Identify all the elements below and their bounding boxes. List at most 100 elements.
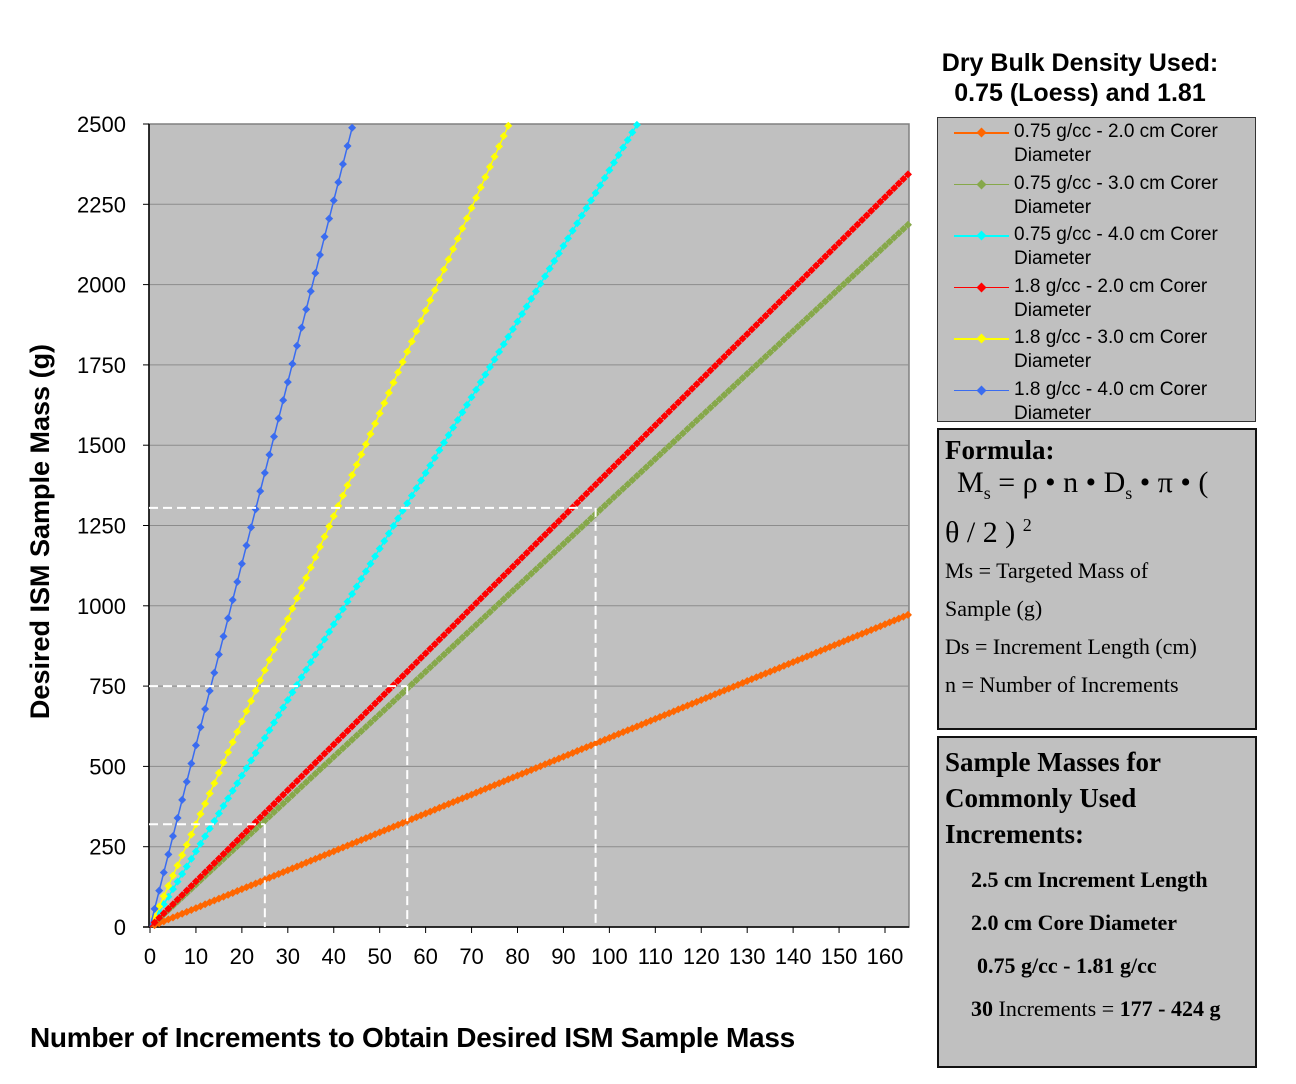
diamond-marker-icon — [743, 330, 752, 339]
diamond-marker-icon — [279, 396, 288, 405]
diamond-marker-icon — [214, 768, 223, 777]
diamond-marker-icon — [692, 416, 701, 425]
diamond-marker-icon — [894, 229, 903, 238]
diamond-marker-icon — [665, 442, 674, 451]
diamond-marker-icon — [761, 311, 770, 320]
diamond-marker-icon — [881, 193, 889, 202]
diamond-marker-icon — [688, 384, 697, 393]
diamond-marker-icon — [389, 378, 398, 387]
diamond-marker-icon — [283, 614, 292, 623]
diamond-marker-icon — [816, 257, 825, 266]
diamond-marker-icon — [756, 316, 765, 325]
diamond-marker-icon — [779, 293, 788, 302]
diamond-marker-icon — [224, 845, 233, 854]
series-line — [149, 224, 909, 928]
diamond-marker-icon — [196, 810, 205, 819]
y-tick-label: 250 — [89, 835, 126, 860]
diamond-marker-icon — [692, 380, 701, 389]
diamond-marker-icon — [582, 204, 591, 213]
diamond-marker-icon — [485, 363, 494, 372]
diamond-marker-icon — [798, 275, 807, 284]
diamond-marker-icon — [678, 429, 687, 438]
diamond-marker-icon — [361, 708, 370, 717]
diamond-marker-icon — [178, 870, 187, 879]
y-tick-label: 1250 — [77, 514, 126, 539]
x-tick-label: 40 — [322, 944, 346, 969]
diamond-marker-icon — [683, 389, 692, 398]
diamond-marker-icon — [715, 395, 724, 404]
diamond-marker-icon — [976, 179, 987, 189]
diamond-marker-icon — [490, 355, 499, 364]
diamond-marker-icon — [637, 434, 646, 443]
diamond-marker-icon — [903, 170, 912, 179]
formula-equation-cont: θ / 2 ) 2 — [945, 510, 1249, 548]
diamond-marker-icon — [894, 179, 903, 188]
diamond-marker-icon — [242, 764, 251, 773]
diamond-marker-icon — [485, 585, 494, 594]
x-tick-label: 160 — [867, 944, 904, 969]
diamond-marker-icon — [265, 726, 274, 735]
diamond-marker-icon — [210, 779, 219, 788]
x-tick-label: 20 — [230, 944, 254, 969]
diamond-marker-icon — [564, 507, 573, 516]
diamond-marker-icon — [734, 339, 742, 348]
diamond-marker-icon — [256, 741, 265, 750]
diamond-marker-icon — [587, 514, 595, 523]
diamond-marker-icon — [315, 542, 324, 551]
diamond-marker-icon — [306, 563, 315, 572]
diamond-marker-icon — [545, 552, 554, 561]
diamond-marker-icon — [853, 267, 862, 276]
formula-definition: Ms = Targeted Mass of — [945, 558, 1149, 583]
diamond-marker-icon — [260, 733, 269, 742]
diamond-marker-icon — [522, 302, 531, 311]
diamond-marker-icon — [462, 629, 471, 638]
x-tick-label: 120 — [683, 944, 720, 969]
diamond-marker-icon — [550, 257, 559, 266]
diamond-marker-icon — [481, 370, 490, 379]
diamond-marker-icon — [352, 717, 361, 726]
diamond-marker-icon — [513, 317, 522, 326]
diamond-marker-icon — [219, 801, 228, 810]
diamond-marker-icon — [228, 738, 237, 747]
diamond-marker-icon — [976, 230, 987, 241]
diamond-marker-icon — [366, 718, 375, 727]
diamond-marker-icon — [720, 352, 729, 361]
diamond-marker-icon — [205, 824, 214, 833]
diamond-marker-icon — [812, 305, 821, 314]
diamond-marker-icon — [485, 162, 494, 171]
diamond-marker-icon — [237, 771, 246, 780]
diamond-marker-icon — [196, 723, 205, 732]
diamond-marker-icon — [315, 765, 324, 774]
diamond-marker-icon — [550, 548, 559, 557]
diamond-marker-icon — [306, 287, 315, 296]
diamond-marker-icon — [375, 694, 384, 703]
diamond-marker-icon — [338, 744, 347, 753]
diamond-marker-icon — [646, 459, 655, 468]
diamond-marker-icon — [761, 352, 770, 361]
diamond-marker-icon — [614, 151, 623, 160]
diamond-marker-icon — [288, 359, 297, 368]
diamond-marker-icon — [802, 270, 811, 279]
result-label: Increments = — [993, 996, 1120, 1021]
diamond-marker-icon — [421, 649, 430, 658]
diamond-marker-icon — [371, 699, 380, 708]
diamond-marker-icon — [417, 653, 426, 662]
diamond-marker-icon — [504, 591, 513, 600]
diamond-marker-icon — [426, 461, 435, 470]
diamond-marker-icon — [343, 141, 352, 150]
diamond-marker-icon — [747, 365, 756, 374]
diamond-marker-icon — [476, 183, 485, 192]
diamond-marker-icon — [867, 254, 876, 263]
diamond-marker-icon — [518, 310, 527, 319]
diamond-marker-icon — [839, 280, 848, 289]
diamond-marker-icon — [444, 626, 453, 635]
x-tick-label: 80 — [505, 944, 529, 969]
diamond-marker-icon — [361, 722, 370, 731]
y-tick-label: 2000 — [77, 273, 126, 298]
diamond-marker-icon — [412, 658, 421, 667]
diamond-marker-icon — [476, 594, 485, 603]
diamond-marker-icon — [178, 891, 187, 900]
diamond-marker-icon — [701, 408, 710, 417]
legend-label-cont: Diameter — [1014, 299, 1092, 321]
diamond-marker-icon — [191, 847, 200, 856]
